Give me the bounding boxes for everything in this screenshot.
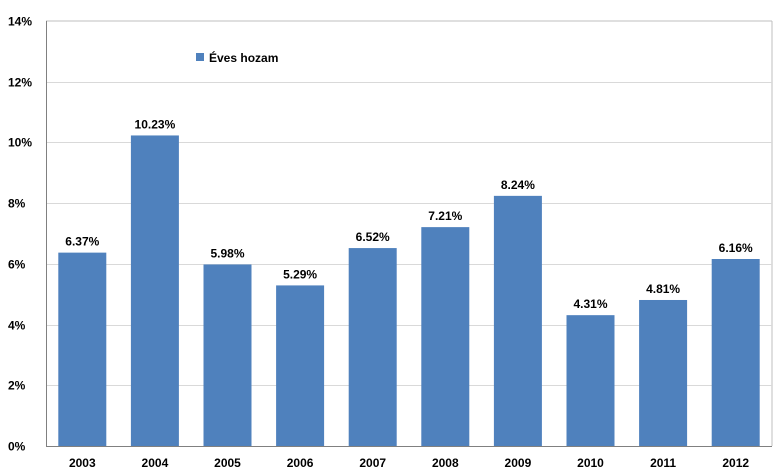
x-tick-label-2003: 2003	[69, 456, 96, 470]
y-tick-label: 10%	[8, 136, 32, 150]
bar-2007	[348, 248, 397, 446]
x-tick-label-2009: 2009	[505, 456, 532, 470]
legend-label: Éves hozam	[209, 50, 278, 65]
data-label-2008: 7.21%	[428, 209, 462, 223]
data-label-2011: 4.81%	[646, 282, 680, 296]
bar-2008	[421, 227, 470, 446]
x-axis: 2003 2004 2005 2006 2007 2008 2009 2010 2011 2012	[46, 446, 772, 470]
x-tick-label-2008: 2008	[432, 456, 459, 470]
bar-2003	[58, 252, 107, 446]
y-tick-label: 2%	[8, 379, 26, 393]
data-labels: 6.37% 10.23% 5.98% 5.29% 6.52% 7.21% 8.24% 4.31…	[65, 117, 753, 311]
data-label-2003: 6.37%	[65, 235, 99, 249]
y-tick-label: 8%	[8, 197, 26, 211]
bar-2010	[566, 315, 615, 446]
x-tick-label-2012: 2012	[722, 456, 749, 470]
x-tick-label-2007: 2007	[359, 456, 386, 470]
data-label-2006: 5.29%	[283, 267, 317, 281]
data-label-2004: 10.23%	[135, 117, 176, 131]
y-axis: 0% 2% 4% 6% 8% 10% 12% 14%	[8, 15, 47, 454]
bar-2005	[203, 264, 252, 446]
bar-2012	[711, 259, 760, 446]
data-label-2009: 8.24%	[501, 178, 535, 192]
bar-2009	[493, 195, 542, 446]
y-tick-label: 4%	[8, 319, 26, 333]
data-label-2012: 6.16%	[719, 241, 753, 255]
bar-2004	[130, 135, 179, 447]
legend-swatch	[196, 53, 204, 61]
y-tick-label: 6%	[8, 258, 26, 272]
x-tick-label-2010: 2010	[577, 456, 604, 470]
x-tick-label-2004: 2004	[142, 456, 169, 470]
bar-2006	[276, 285, 325, 446]
bars	[58, 135, 760, 447]
y-tick-label: 14%	[8, 15, 32, 29]
data-label-2010: 4.31%	[573, 297, 607, 311]
data-label-2007: 6.52%	[356, 230, 390, 244]
legend: Éves hozam	[196, 50, 278, 65]
bar-2011	[639, 299, 688, 446]
y-tick-label: 0%	[8, 440, 26, 454]
x-tick-label-2005: 2005	[214, 456, 241, 470]
data-label-2005: 5.98%	[210, 246, 244, 260]
x-tick-label-2006: 2006	[287, 456, 314, 470]
y-tick-label: 12%	[8, 76, 32, 90]
x-tick-label-2011: 2011	[650, 456, 676, 470]
